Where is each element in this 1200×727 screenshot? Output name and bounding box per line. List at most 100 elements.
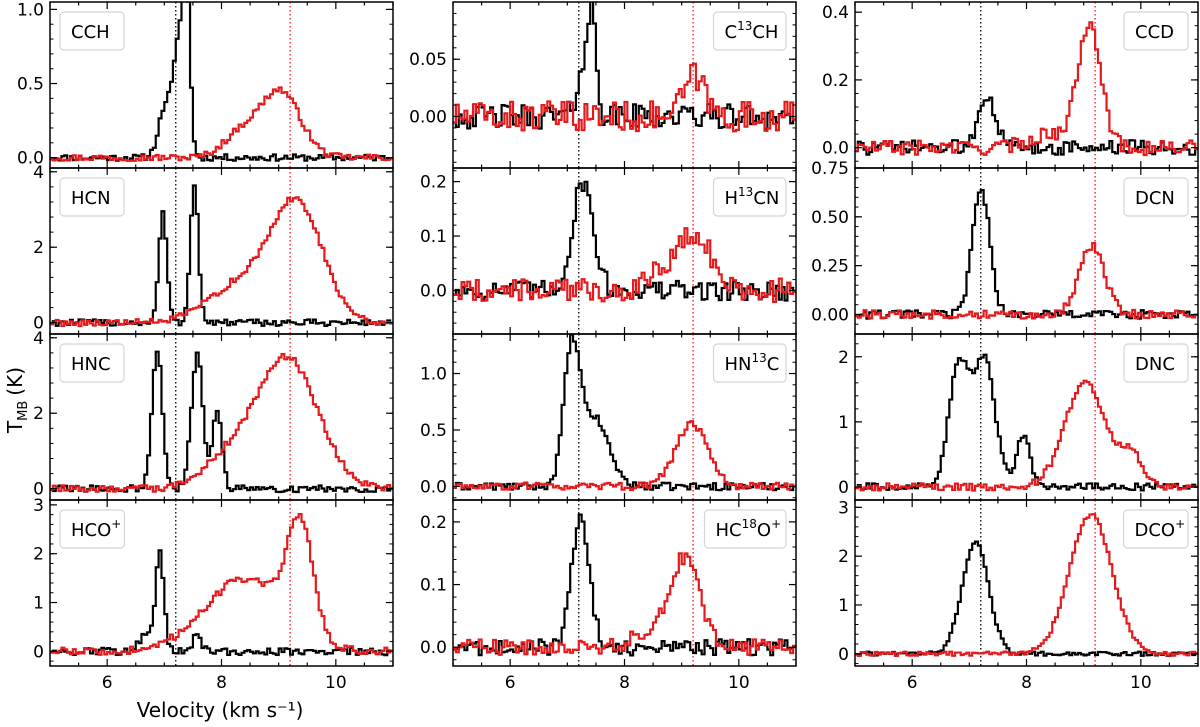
panel-label-box [1122, 509, 1189, 549]
panel-hcop: 6 8 10 0 1 2 3 HCO+ [33, 496, 394, 693]
panel-label-dcop: DCO+ [1135, 517, 1186, 541]
spectrum-red-ccd [855, 21, 1198, 157]
panel-label-box [1123, 177, 1189, 217]
y-tick-label: 2 [33, 545, 44, 565]
label-sup2: + [771, 517, 781, 531]
x-tick-label: 6 [102, 673, 113, 693]
label-sup: 13 [738, 185, 753, 199]
panel-label-cch: CCH [71, 22, 110, 43]
panel-label-hn13c: HN13C [725, 351, 780, 375]
y-tick-label: 0.2 [420, 173, 447, 193]
label-tail: CN [753, 188, 779, 209]
label-main: HCN [71, 188, 111, 209]
panel-dcop: 6 8 10 0 1 2 3 DCO+ [838, 498, 1199, 693]
y-tick-label: 2 [838, 547, 849, 567]
y-tick-label: 1 [838, 413, 849, 433]
x-tick-label: 6 [907, 673, 918, 693]
y-tick-label: 2 [33, 238, 44, 258]
y-axis-label-unit: (K) [3, 367, 27, 396]
x-tick-label: 8 [619, 673, 630, 693]
y-tick-label: 0 [33, 642, 44, 662]
panel-hc18op: 6 8 10 0.0 0.1 0.2 HC18O+ [420, 499, 797, 693]
y-axis-label-main: T [3, 420, 27, 434]
y-tick-label: 2 [838, 348, 849, 368]
spectrum-red-cch [50, 86, 393, 162]
label-main: CCH [71, 22, 110, 43]
spectrum-black-cch [50, 2, 393, 162]
label-sup: 13 [737, 19, 752, 33]
y-tick-label: 0.5 [420, 421, 447, 441]
spectrum-red-dnc [855, 379, 1198, 492]
panel-h13cn: 0.0 0.1 0.2 H13CN [420, 167, 797, 335]
panel-label-dcn: DCN [1135, 188, 1175, 209]
y-tick-label: 2 [33, 404, 44, 424]
label-sup: 18 [742, 517, 757, 531]
spectrum-red-hcop [50, 513, 393, 656]
panel-label-ccd: CCD [1135, 22, 1174, 43]
y-tick-label: 0.00 [811, 305, 849, 325]
x-tick-label: 8 [216, 673, 227, 693]
label-main: CCD [1135, 22, 1174, 43]
panel-hnc: 0 2 4 HNC [33, 329, 394, 501]
y-tick-label: 0.4 [822, 3, 849, 23]
spectrum-black-dcop [855, 540, 1198, 657]
panel-label-h13cn: H13CN [725, 185, 780, 209]
label-main: DNC [1135, 354, 1175, 375]
spectrum-red-hnc [50, 353, 393, 493]
y-tick-label: 0.0 [420, 638, 447, 658]
label-main: H [725, 188, 739, 209]
spectrum-red-hcn [50, 196, 393, 328]
panel-grid: 0.00.51.0CCH0.000.05C13CH0.00.20.4CCD024… [17, 0, 1199, 693]
panel-cch: 0.0 0.5 1.0 CCH [17, 0, 394, 169]
y-axis-label-sub: MB [16, 401, 31, 421]
y-tick-label: 0.1 [420, 227, 447, 247]
y-tick-label: 1.0 [420, 365, 447, 385]
y-axis-label: TMB (K) [3, 367, 31, 434]
panel-label-box [712, 177, 787, 217]
label-main: HNC [71, 354, 111, 375]
svg-text:TMB(K): TMB (K) [3, 367, 31, 434]
y-tick-label: 0 [838, 645, 849, 665]
y-tick-label: 0.0 [420, 477, 447, 497]
panel-hcn: 0 2 4 HCN [33, 163, 394, 335]
y-tick-label: 1 [33, 594, 44, 614]
panel-hn13c: 0.0 0.5 1.0 HN13C [420, 333, 797, 501]
spectrum-red-dcn [855, 242, 1198, 320]
x-tick-label: 10 [728, 673, 750, 693]
spectrum-red-h13cn [453, 227, 796, 303]
panel-label-box [712, 343, 787, 383]
panel-ccd: 0.0 0.2 0.4 CCD [822, 1, 1199, 169]
x-tick-label: 10 [1130, 673, 1152, 693]
panel-label-box [1123, 343, 1189, 383]
panel-label-box [59, 343, 125, 383]
label-main: DCN [1135, 188, 1175, 209]
panel-dcn: 0.00 0.25 0.50 0.75 DCN [811, 159, 1199, 335]
x-tick-label: 10 [325, 673, 347, 693]
label-main: HCO [71, 520, 111, 541]
x-tick-label: 8 [1021, 673, 1032, 693]
y-tick-label: 4 [33, 163, 44, 183]
label-main: DCO [1135, 520, 1176, 541]
spectrum-black-hcop [50, 549, 393, 657]
y-tick-label: 0.5 [17, 75, 44, 95]
panel-label-box [703, 509, 787, 549]
panel-label-dnc: DNC [1135, 354, 1175, 375]
panel-dnc: 0 1 2 DNC [838, 333, 1199, 501]
y-tick-label: 1.0 [17, 0, 44, 20]
y-tick-label: 0 [33, 314, 44, 334]
y-tick-label: 0.75 [811, 159, 849, 179]
y-tick-label: 0.25 [811, 257, 849, 277]
y-tick-label: 0.2 [420, 513, 447, 533]
label-sup: + [1175, 517, 1185, 531]
spectrum-red-dcop [855, 513, 1198, 658]
y-tick-label: 4 [33, 329, 44, 349]
y-tick-label: 0.0 [17, 149, 44, 169]
panel-label-c13ch: C13CH [725, 19, 779, 43]
panel-label-box [712, 11, 787, 51]
y-tick-label: 0.2 [822, 71, 849, 91]
spectrum-red-c13ch [453, 62, 796, 133]
label-main: C [725, 22, 738, 43]
y-tick-label: 0.00 [409, 107, 447, 127]
label-main: HC [716, 520, 742, 541]
y-tick-label: 0.1 [420, 576, 447, 596]
